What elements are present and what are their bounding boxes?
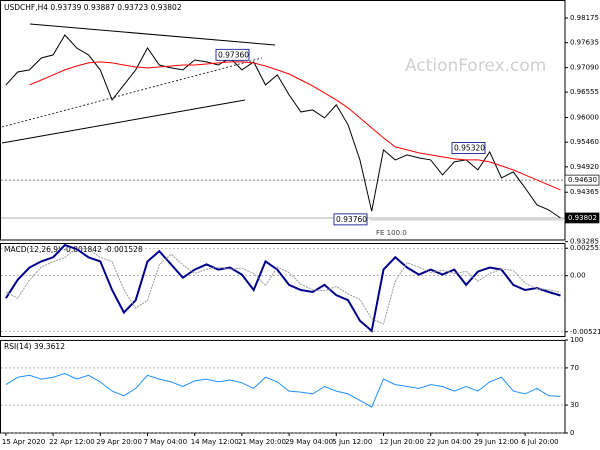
x-tick-label: 29 Jun 12:00 bbox=[474, 438, 518, 446]
main-panel bbox=[0, 0, 566, 241]
y-tick-label: 0.98175 bbox=[570, 14, 599, 22]
level-label: 0.93802 bbox=[568, 214, 597, 222]
series-line bbox=[29, 61, 561, 191]
annotation-box bbox=[215, 48, 250, 61]
level-box bbox=[564, 174, 600, 186]
y-tick-label: 0.93285 bbox=[570, 238, 599, 246]
y-tick-label: 0.97090 bbox=[570, 64, 599, 72]
trend-lines bbox=[1, 23, 276, 144]
x-tick-label: 5 Jun 12:00 bbox=[332, 438, 372, 446]
x-tick-label: 12 Jun 20:00 bbox=[380, 438, 424, 446]
plot-area bbox=[5, 34, 561, 219]
y-tick-label: 0.96000 bbox=[570, 113, 599, 121]
series-line bbox=[5, 34, 561, 219]
series-line bbox=[5, 248, 561, 325]
mid-trend-line bbox=[1, 57, 263, 128]
x-tick-label: 21 May 20:00 bbox=[238, 438, 286, 446]
y-tick-label: 0.96555 bbox=[570, 88, 599, 96]
plot-area bbox=[5, 372, 561, 408]
y-tick-label: 70 bbox=[570, 364, 579, 372]
macd-panel bbox=[0, 243, 566, 337]
x-tick-label: 7 May 04:00 bbox=[144, 438, 188, 446]
fe-label: FE 100.0 bbox=[376, 229, 407, 237]
y-tick-label: 0.97635 bbox=[570, 39, 599, 47]
rsi-title: RSI(14) 39.3612 bbox=[4, 342, 65, 351]
level-label: 0.94630 bbox=[568, 176, 597, 184]
level-box bbox=[564, 212, 600, 224]
chart-title: USDCHF,H4 0.93739 0.93887 0.93723 0.9380… bbox=[4, 3, 182, 12]
y-tick-label: 0.00 bbox=[570, 272, 586, 280]
y-tick-label: 100 bbox=[570, 336, 583, 344]
y-tick-label: -0.005212 bbox=[570, 328, 600, 336]
x-tick-label: 22 Jun 04:00 bbox=[427, 438, 471, 446]
annotation-box bbox=[451, 142, 486, 154]
upper-trend-line bbox=[29, 23, 276, 46]
annotation-label: 0.93760 bbox=[336, 215, 367, 224]
y-tick-label: 0 bbox=[570, 429, 574, 437]
x-tick-label: 14 May 12:00 bbox=[191, 438, 239, 446]
x-tick-label: 22 Apr 12:00 bbox=[49, 438, 95, 446]
macd-title: MACD(12,26,9) -0.001842 -0.001528 bbox=[4, 245, 143, 254]
y-tick-label: 0.002553 bbox=[570, 244, 600, 252]
watermark: ActionForex.com bbox=[405, 56, 546, 76]
lower-trend-line bbox=[1, 99, 246, 144]
x-tick-label: 15 Apr 2020 bbox=[2, 438, 45, 446]
y-tick-label: 0.94920 bbox=[570, 163, 599, 171]
y-tick-label: 30 bbox=[570, 401, 579, 409]
annotation-label: 0.97360 bbox=[218, 50, 249, 59]
plot-area bbox=[5, 243, 561, 333]
annotation-box bbox=[333, 213, 368, 226]
y-tick-label: 0.95460 bbox=[570, 138, 599, 146]
y-tick-label: 0.94365 bbox=[570, 188, 599, 196]
x-tick-label: 29 Apr 20:00 bbox=[96, 438, 142, 446]
x-tick-label: 6 Jul 20:00 bbox=[521, 438, 559, 446]
annotation-label: 0.95320 bbox=[454, 144, 485, 153]
x-tick-label: 29 May 04:00 bbox=[285, 438, 333, 446]
series-line bbox=[5, 243, 561, 333]
series-line bbox=[5, 372, 561, 408]
